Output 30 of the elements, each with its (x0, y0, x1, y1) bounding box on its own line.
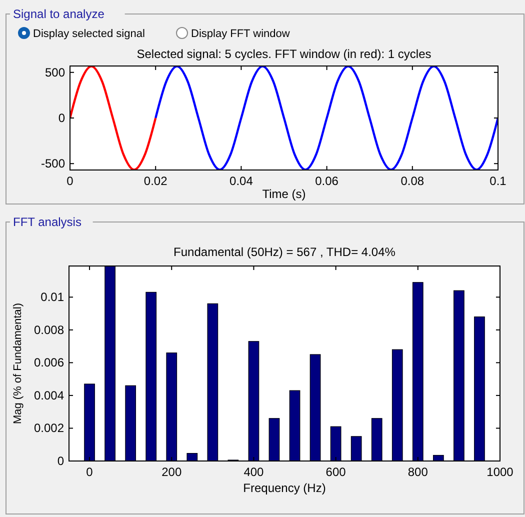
x-tick-label: 0.06 (315, 174, 339, 188)
y-tick-label: 0.006 (34, 356, 64, 370)
x-axis-title: Frequency (Hz) (243, 481, 326, 495)
y-tick-label: 500 (44, 65, 66, 80)
y-tick-label: 0 (58, 111, 66, 125)
y-tick-label: 0.01 (40, 290, 64, 304)
x-tick-label: 0.02 (144, 174, 168, 188)
x-tick-label: 800 (408, 465, 428, 479)
x-tick-label: 0.04 (230, 174, 254, 188)
y-tick-label: -500 (40, 156, 66, 171)
x-tick-label: 400 (244, 465, 264, 479)
text: FFT analysis (13, 215, 82, 229)
x-axis-title: Time (s) (262, 187, 306, 201)
x-tick-label: 1000 (486, 465, 514, 479)
text: Signal to analyze (13, 7, 105, 21)
x-tick-label: 0.1 (490, 174, 507, 188)
y-axis-title: Mag (% of Fundamental) (12, 302, 24, 424)
x-tick-label: 0.08 (400, 174, 424, 188)
x-tick-label: 600 (326, 465, 346, 479)
x-tick-label: 0 (66, 174, 74, 188)
y-tick-label: 0 (57, 454, 64, 468)
chart-title: Selected signal: 5 cycles. FFT window (in red): 1 cycles (136, 47, 432, 61)
y-tick-label: 0.002 (34, 421, 64, 436)
x-tick-label: 0 (86, 465, 94, 479)
y-tick-label: 0.004 (34, 388, 64, 402)
x-tick-label: 200 (162, 465, 182, 479)
y-tick-label: 0.008 (34, 322, 64, 337)
text: Display FFT window (191, 28, 290, 40)
text: Display selected signal (33, 28, 145, 40)
chart-title: Fundamental (50Hz) = 567 , THD= 4.04% (174, 245, 396, 259)
